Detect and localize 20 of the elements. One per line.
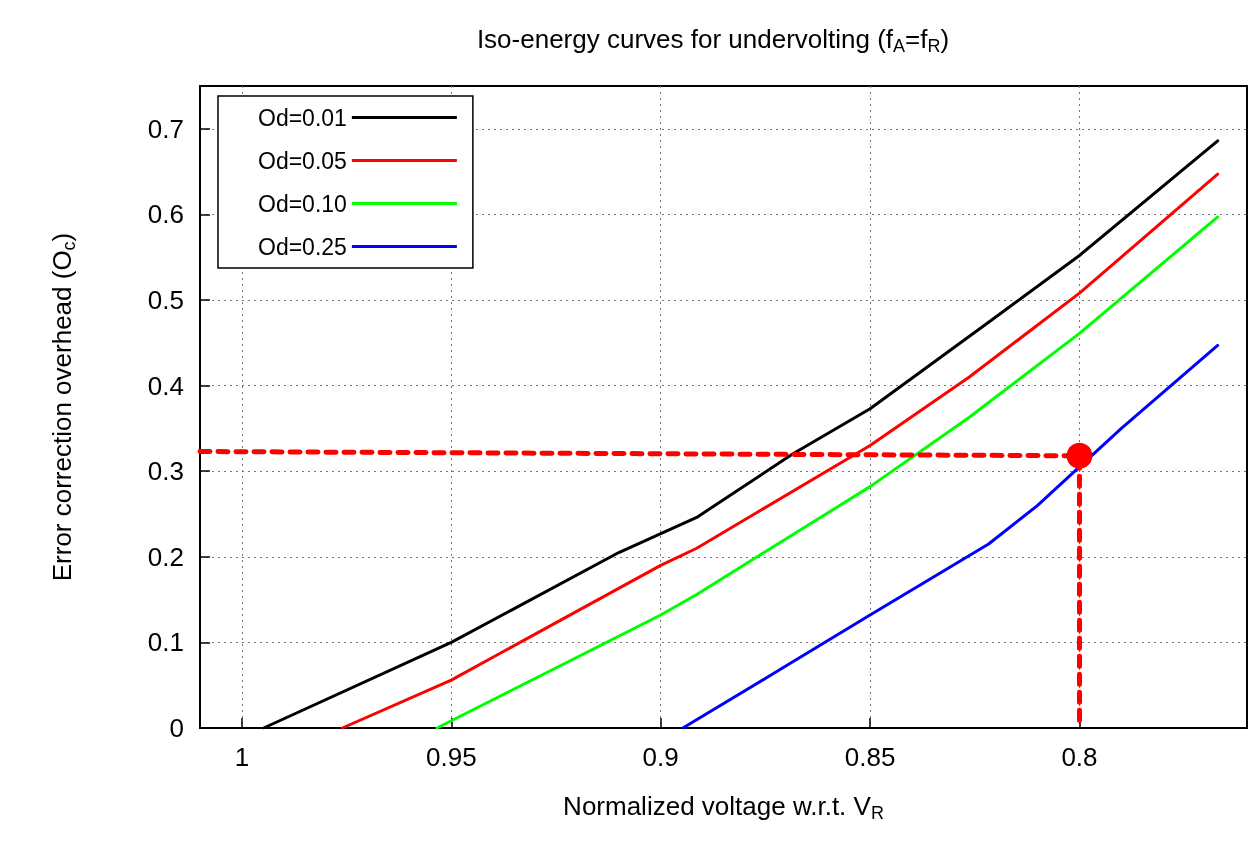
y-tick-label: 0.2 (147, 541, 184, 572)
y-tick-label: 0.1 (147, 627, 184, 658)
legend-label: Od=0.25 (257, 233, 347, 260)
y-tick-label: 0.6 (147, 199, 184, 230)
x-tick-label: 0.9 (642, 742, 679, 772)
y-tick-label: 0.4 (147, 370, 184, 401)
line-series (681, 343, 1220, 730)
y-tick-label: 0 (169, 713, 184, 743)
line-series (435, 215, 1220, 730)
x-tick-label: 1 (234, 742, 250, 772)
y-axis-title: Error correction overhead (Oc) (47, 232, 79, 582)
y-tick-label: 0.7 (147, 113, 184, 144)
legend-label: Od=0.05 (257, 147, 347, 174)
legend-label: Od=0.01 (257, 104, 347, 131)
y-tick-label: 0.3 (147, 456, 184, 487)
legend-label: Od=0.10 (257, 190, 347, 217)
x-tick-label: 0.8 (1061, 742, 1098, 772)
x-tick-label: 0.85 (844, 742, 896, 772)
y-tick-label: 0.5 (147, 285, 184, 315)
x-tick-label: 0.95 (425, 742, 477, 772)
